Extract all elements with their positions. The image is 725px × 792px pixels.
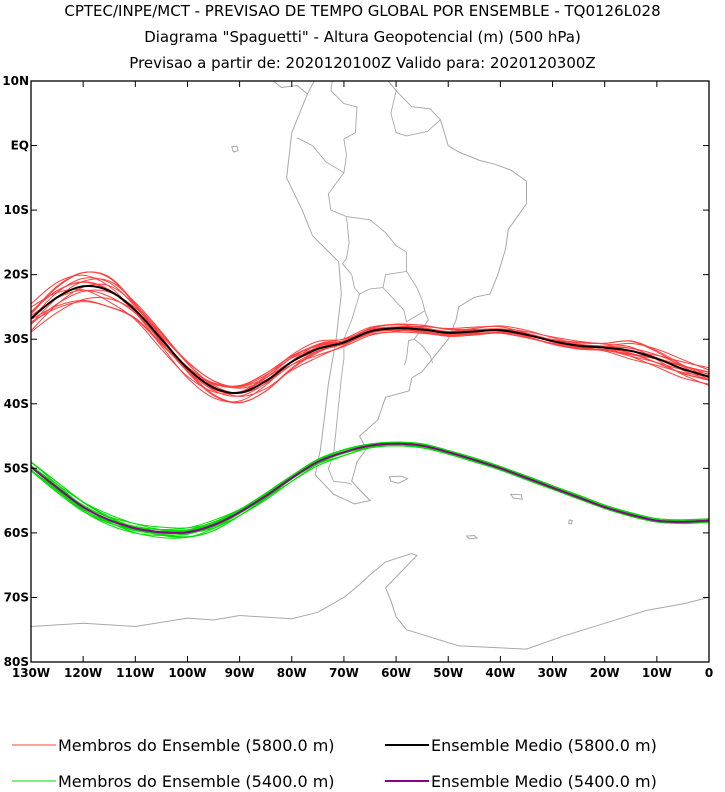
ensemble-member-line <box>31 442 709 539</box>
header-title-line3: Previsao a partir de: 2020120100Z Valido… <box>129 54 596 72</box>
x-tick-label: 120W <box>64 666 102 680</box>
ensemble-member-line <box>31 271 709 403</box>
ensemble-member-line <box>31 281 709 394</box>
y-tick-label: 10S <box>4 203 29 217</box>
ensemble-member-line <box>31 443 709 536</box>
x-tick-label: 130W <box>12 666 50 680</box>
legend-label: Membros do Ensemble (5800.0 m) <box>58 736 335 755</box>
x-tick-label: 10W <box>642 666 672 680</box>
border-paraguay-brazil <box>382 271 426 323</box>
border-argentina-brazil-uruguay <box>403 310 429 366</box>
ensemble-member-line <box>31 442 709 534</box>
ensemble-members <box>31 271 709 539</box>
y-tick-label: 10N <box>2 74 29 88</box>
legend: Membros do Ensemble (5800.0 m) Ensemble M… <box>12 736 657 791</box>
y-tick-label: 60S <box>4 526 29 540</box>
y-tick-label: EQ <box>11 139 29 153</box>
x-tick-label: 30W <box>538 666 568 680</box>
legend-label: Ensemble Medio (5800.0 m) <box>431 736 657 755</box>
ensemble-member-line <box>31 271 709 404</box>
x-tick-label: 40W <box>485 666 515 680</box>
ensemble-member-line <box>31 289 709 389</box>
x-tick-label: 20W <box>590 666 620 680</box>
x-tick-label: 60W <box>381 666 411 680</box>
y-tick-label: 20S <box>4 268 29 282</box>
y-tick-label: 40S <box>4 397 29 411</box>
y-tick-label: 70S <box>4 590 29 604</box>
x-tick-label: 110W <box>116 666 154 680</box>
y-tick-label: 50S <box>4 461 29 475</box>
header-title-line2: Diagrama "Spaguetti" - Altura Geopotenci… <box>144 28 581 46</box>
border-argentina-chile <box>327 293 361 485</box>
border-brazil-uruguay <box>414 338 434 364</box>
ensemble-member-line <box>31 289 709 389</box>
y-axis: 10N EQ 10S 20S 30S 40S 50S 60S 70S 80S <box>2 74 709 669</box>
ensemble-means <box>31 284 709 534</box>
border-colombia-ecuador-peru <box>296 137 345 174</box>
border-bolivia-paraguay <box>359 252 407 295</box>
ensemble-member-line <box>31 443 709 536</box>
ensemble-member-line <box>31 445 709 534</box>
x-tick-label: 70W <box>329 666 359 680</box>
caribbean-islands-outline <box>321 18 352 32</box>
ensemble-mean-line <box>31 442 709 534</box>
ensemble-member-line <box>31 445 709 531</box>
ensemble-member-line <box>31 443 709 529</box>
ensemble-member-line <box>31 441 709 534</box>
x-tick-label: 0 <box>705 666 713 680</box>
ensemble-member-line <box>31 277 709 397</box>
falkland-islands-outline <box>388 475 409 484</box>
border-colombia-venezuela <box>330 81 358 156</box>
ensemble-member-line <box>31 281 709 394</box>
ensemble-member-line <box>31 274 709 403</box>
central-america-outline <box>272 81 308 95</box>
south-orkney-outline <box>465 534 479 540</box>
border-guianas <box>390 90 441 137</box>
x-tick-label: 100W <box>168 666 206 680</box>
legend-label: Ensemble Medio (5400.0 m) <box>431 772 657 791</box>
x-tick-label: 80W <box>277 666 307 680</box>
continent-map <box>31 18 709 650</box>
ensemble-member-line <box>31 445 709 535</box>
ensemble-mean-line <box>31 284 709 395</box>
x-tick-label: 90W <box>225 666 255 680</box>
border-peru-bolivia-chile <box>341 216 360 295</box>
plot-frame <box>30 80 710 663</box>
header-title-line1: CPTEC/INPE/MCT - PREVISAO DE TEMPO GLOBA… <box>64 2 661 20</box>
galapagos-outline <box>231 145 239 153</box>
x-tick-label: 50W <box>433 666 463 680</box>
south-georgia-outline <box>509 493 523 500</box>
south-sandwich-outline <box>568 519 574 525</box>
ensemble-member-line <box>31 443 709 533</box>
x-axis: 130W 120W 110W 100W 90W 80W 70W 60W 50W 40W 30W 20W… <box>12 81 713 680</box>
ensemble-member-line <box>31 288 709 395</box>
y-tick-label: 80S <box>4 655 29 669</box>
legend-label: Membros do Ensemble (5400.0 m) <box>58 772 335 791</box>
antarctic-peninsula-outline <box>239 552 709 650</box>
y-tick-label: 30S <box>4 332 29 346</box>
antarctic-west-coast-outline <box>31 615 240 628</box>
ensemble-member-line <box>31 443 709 532</box>
ensemble-member-line <box>31 299 709 388</box>
ensemble-member-line <box>31 278 709 397</box>
ensemble-member-line <box>31 442 709 532</box>
border-brazil-north <box>327 155 407 253</box>
